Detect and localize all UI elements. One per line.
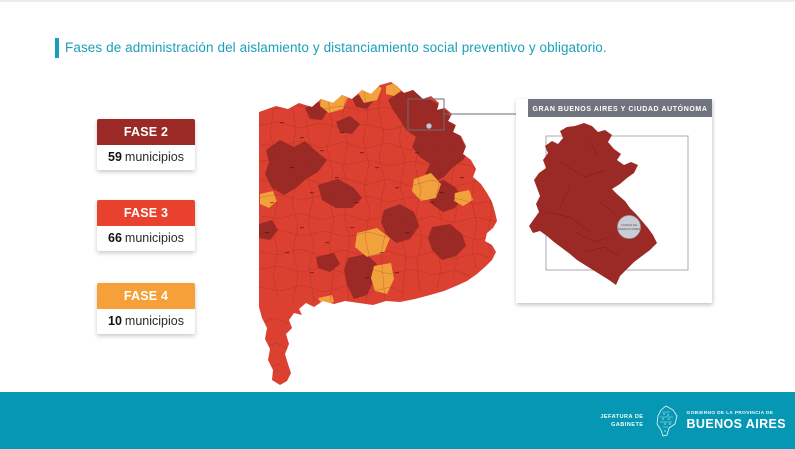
- inset-borders: [544, 141, 621, 258]
- municipality-labels: [265, 122, 464, 279]
- fase3-count-number: 66: [108, 231, 122, 245]
- fase2-count-number: 59: [108, 150, 122, 164]
- gobierno-buenos-aires: BUENOS AIRES: [686, 416, 786, 431]
- legend-card-fase2: FASE 2 59 municipios: [97, 119, 195, 170]
- legend-fase3-header: FASE 3: [97, 200, 195, 226]
- inset-header-bar: [528, 99, 712, 117]
- jefatura-de-gabinete-wordmark: JEFATURA DE GABINETE: [600, 414, 643, 429]
- inset-panel: GRAN BUENOS AIRES Y CIUDAD AUTÓNOMA CIUD…: [516, 99, 712, 303]
- fase4-count-number: 10: [108, 314, 122, 328]
- legend-fase4-header: FASE 4: [97, 283, 195, 309]
- title-accent-bar: [55, 38, 59, 58]
- page-title: Fases de administración del aislamiento …: [65, 40, 607, 55]
- legend-card-fase3: FASE 3 66 municipios: [97, 200, 195, 251]
- caba-circle: [617, 215, 641, 239]
- inset-header-label: GRAN BUENOS AIRES Y CIUDAD AUTÓNOMA: [532, 104, 707, 113]
- gobierno-small-line: GOBIERNO DE LA PROVINCIA DE: [686, 411, 774, 417]
- gran-buenos-aires-region: [529, 123, 657, 285]
- jefatura-line2: GABINETE: [610, 421, 644, 428]
- legend-fase2-count: 59 municipios: [97, 145, 195, 170]
- caba-label-line1: CIUDAD DE: [621, 223, 638, 227]
- fase4-count-unit: municipios: [124, 314, 184, 328]
- title-row: Fases de administración del aislamiento …: [55, 38, 607, 58]
- province-map: GRAN BUENOS AIRES Y CIUDAD AUTÓNOMA CIUD…: [259, 82, 712, 385]
- legend-fase2-header: FASE 2: [97, 119, 195, 145]
- fase3-count-unit: municipios: [124, 231, 184, 245]
- gobierno-provincia-wordmark: GOBIERNO DE LA PROVINCIA DE BUENOS AIRES: [687, 411, 787, 431]
- municipality-borders: [259, 85, 497, 369]
- jefatura-line1: JEFATURA DE: [600, 414, 644, 421]
- footer-bar: JEFATURA DE GABINETE GOBIERNO DE LA PROV…: [0, 392, 795, 449]
- legend-card-fase4: FASE 4 10 municipios: [97, 283, 195, 334]
- caba-label-line2: BUENOS AIRES: [618, 227, 640, 231]
- legend-fase3-count: 66 municipios: [97, 226, 195, 251]
- province-emblem-icon: [656, 405, 677, 436]
- legend-fase4-count: 10 municipios: [97, 309, 195, 334]
- fase2-count-unit: municipios: [124, 150, 184, 164]
- caba-dot-main-map: [426, 123, 432, 129]
